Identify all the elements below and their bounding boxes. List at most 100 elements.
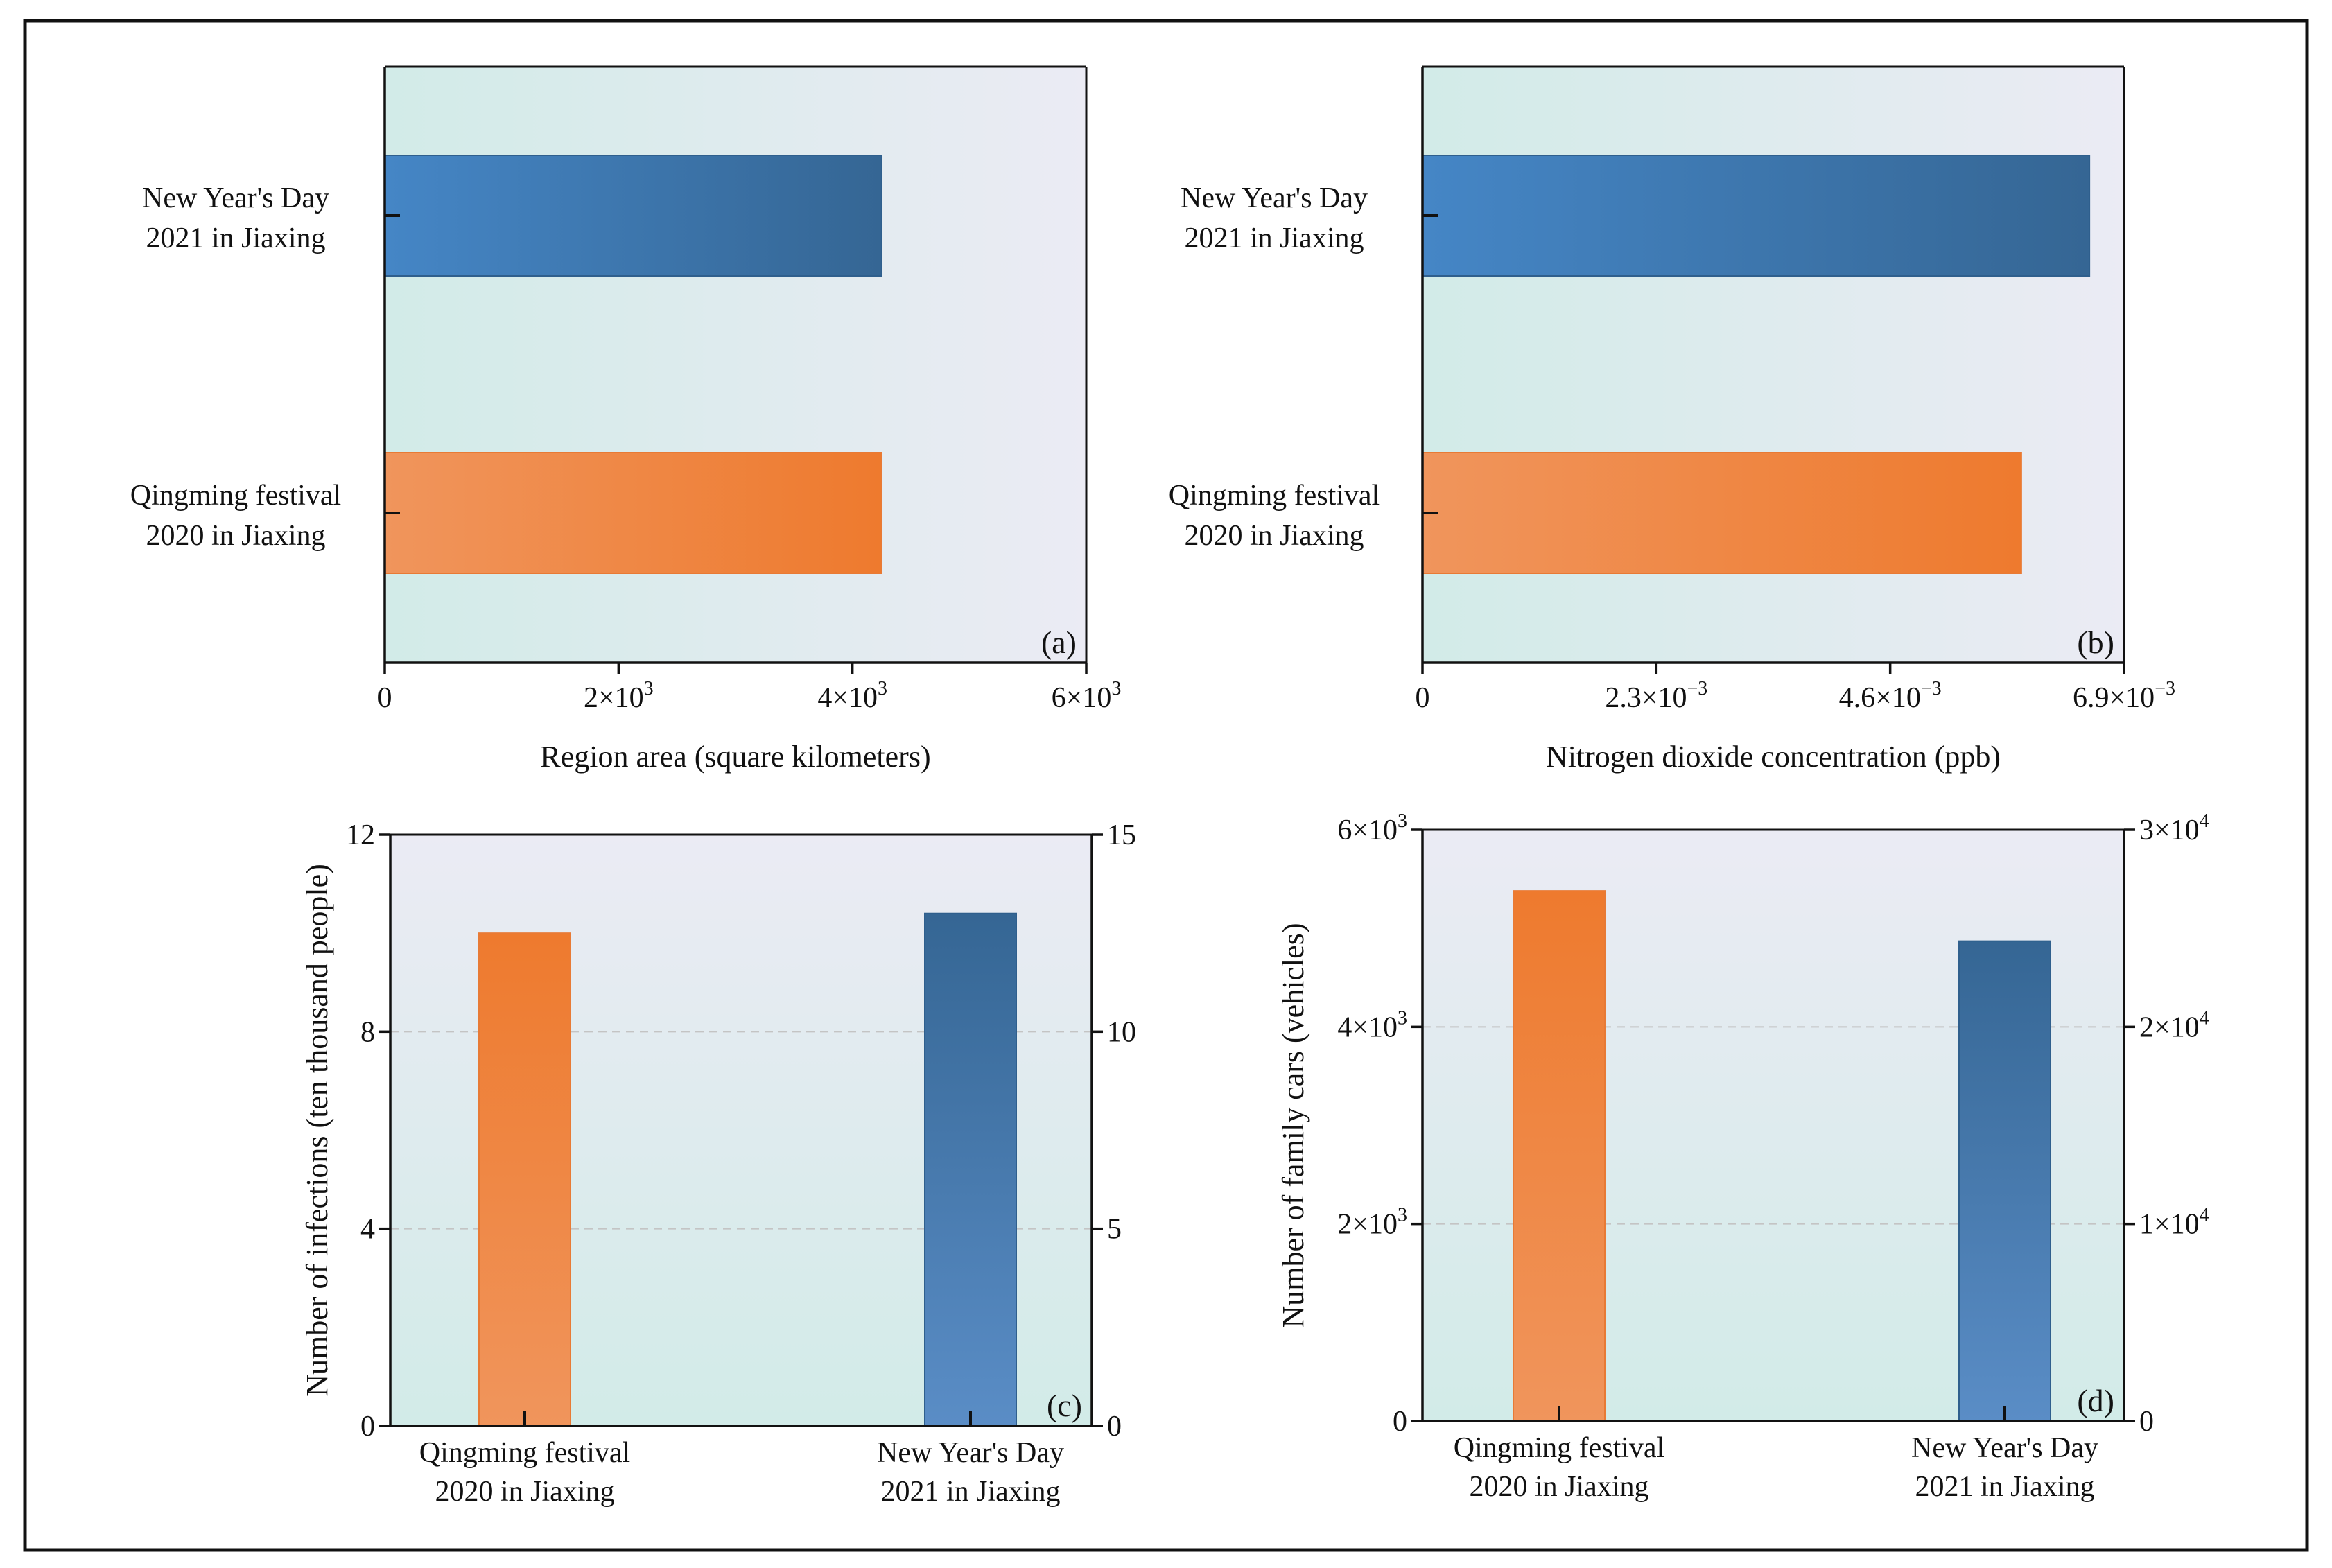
category-label: Qingming festival 2020 in Jiaxing	[419, 1437, 630, 1508]
x-tick-label: 0	[378, 682, 392, 714]
y-tick-label-right-base: 5	[1107, 1214, 1122, 1246]
bar-qingming-2020	[478, 932, 571, 1427]
x-tick-label-base: 0	[1416, 682, 1430, 714]
y-tick-label-left-base: 4×10	[1337, 1011, 1398, 1043]
x-axis-title: Nitrogen dioxide concentration (ppb)	[1546, 740, 2001, 774]
y-tick-label-left: 12	[346, 819, 375, 851]
category-label-line1: Qingming festival	[1454, 1432, 1664, 1464]
y-tick-label-left-exp: 3	[1398, 1205, 1407, 1226]
category-label-line1: Qingming festival	[130, 480, 341, 512]
y-tick-label-left-exp: 3	[1398, 1007, 1407, 1029]
bar-qingming-2020	[1513, 890, 1606, 1422]
x-tick-label-exp: −3	[1687, 678, 1708, 699]
category-label: New Year's Day 2021 in Jiaxing	[877, 1437, 1064, 1508]
y-tick-label-right-exp: 4	[2200, 1205, 2209, 1226]
bar-new-year-2021	[384, 155, 882, 277]
y-tick-label-left: 4	[360, 1214, 375, 1246]
category-label: New Year's Day 2021 in Jiaxing	[1911, 1432, 2098, 1503]
bar-new-year-2021	[924, 912, 1017, 1427]
y-tick-label-right-exp: 4	[2200, 1007, 2209, 1029]
x-tick-label-base: 2×10	[584, 682, 644, 714]
x-tick-label: 2×103	[584, 678, 654, 714]
panel-c: Qingming festival 2020 in Jiaxing New Year…	[300, 819, 1136, 1508]
category-label-line1: Qingming festival	[419, 1437, 630, 1469]
category-label-line2: 2021 in Jiaxing	[146, 223, 326, 254]
y-tick-label-left-base: 12	[346, 819, 375, 851]
x-tick-label: 2.3×10−3	[1605, 678, 1707, 714]
y-tick-label-left-base: 0	[360, 1411, 375, 1443]
panel-a: New Year's Day 2021 in Jiaxing Qingming fe…	[130, 65, 1122, 774]
x-tick-label-exp: −3	[2155, 678, 2175, 699]
y-tick-label-right-base: 15	[1107, 819, 1136, 851]
x-tick-label-exp: 3	[1111, 678, 1121, 699]
category-label: Qingming festival 2020 in Jiaxing	[1454, 1432, 1664, 1503]
y-tick-label-left-base: 6×10	[1337, 815, 1398, 846]
y-tick-label-right: 10	[1107, 1016, 1136, 1048]
x-tick-label: 6×103	[1052, 678, 1122, 714]
y-tick-label-left-base: 8	[360, 1016, 375, 1048]
x-tick-label-exp: −3	[1921, 678, 1942, 699]
category-label: New Year's Day 2021 in Jiaxing	[142, 182, 329, 254]
y-axis-title: Number of infections (ten thousand peopl…	[300, 864, 334, 1397]
bar-qingming-2020	[1422, 452, 2022, 574]
y-tick-label-right-exp: 4	[2200, 810, 2209, 832]
panel-label: (d)	[2077, 1383, 2114, 1418]
category-label-line2: 2021 in Jiaxing	[881, 1476, 1061, 1508]
panel-d: Qingming festival 2020 in Jiaxing New Year…	[1276, 810, 2209, 1503]
category-label-line2: 2020 in Jiaxing	[1185, 520, 1364, 552]
y-tick-label-left-base: 2×10	[1337, 1209, 1398, 1241]
x-tick-label: 6.9×10−3	[2073, 678, 2175, 714]
y-tick-label-right: 15	[1107, 819, 1136, 851]
y-tick-label-right: 2×104	[2139, 1007, 2209, 1043]
category-label-line2: 2021 in Jiaxing	[1185, 223, 1364, 254]
x-tick-label-base: 4×10	[817, 682, 878, 714]
x-axis-title: Region area (square kilometers)	[540, 740, 930, 774]
y-tick-label-left-base: 4	[360, 1214, 375, 1246]
y-tick-label-right-base: 1×10	[2139, 1209, 2200, 1241]
y-tick-label-right-base: 0	[1107, 1411, 1122, 1443]
y-tick-label-right-base: 3×10	[2139, 815, 2200, 846]
category-label-line2: 2020 in Jiaxing	[435, 1476, 615, 1508]
bar-new-year-2021	[1422, 155, 2091, 277]
category-label-line1: Qingming festival	[1169, 480, 1380, 512]
x-tick-label: 0	[1416, 682, 1430, 714]
y-tick-label-right: 0	[2139, 1406, 2154, 1438]
y-tick-label-left-base: 0	[1393, 1406, 1407, 1438]
category-label-line2: 2020 in Jiaxing	[1470, 1471, 1649, 1503]
y-tick-label-right: 5	[1107, 1214, 1122, 1246]
y-axis-title: Number of family cars (vehicles)	[1276, 923, 1310, 1328]
y-tick-label-right: 1×104	[2139, 1205, 2209, 1241]
category-label: Qingming festival 2020 in Jiaxing	[130, 480, 341, 552]
x-tick-label-base: 6×10	[1052, 682, 1112, 714]
bar-new-year-2021	[1958, 940, 2051, 1422]
x-tick-label-base: 0	[378, 682, 392, 714]
panel-label: (c)	[1047, 1388, 1082, 1423]
x-tick-label-base: 4.6×10	[1839, 682, 1921, 714]
y-tick-label-right: 0	[1107, 1411, 1122, 1443]
y-tick-label-left: 0	[360, 1411, 375, 1443]
bar-qingming-2020	[384, 452, 882, 574]
category-label-line1: New Year's Day	[1911, 1432, 2098, 1464]
y-tick-label-left: 4×103	[1337, 1007, 1407, 1043]
x-tick-label-base: 2.3×10	[1605, 682, 1687, 714]
y-tick-label-right: 3×104	[2139, 810, 2209, 846]
panel-b: New Year's Day 2021 in Jiaxing Qingming fe…	[1169, 65, 2175, 774]
x-tick-label: 4×103	[817, 678, 887, 714]
category-label: Qingming festival 2020 in Jiaxing	[1169, 480, 1380, 552]
x-tick-label-base: 6.9×10	[2073, 682, 2155, 714]
panel-label: (b)	[2077, 625, 2114, 660]
category-label-line2: 2020 in Jiaxing	[146, 520, 326, 552]
category-label: New Year's Day 2021 in Jiaxing	[1181, 182, 1368, 254]
x-tick-label-exp: 3	[878, 678, 887, 699]
y-tick-label-right-base: 2×10	[2139, 1011, 2200, 1043]
y-tick-label-left-exp: 3	[1398, 810, 1407, 832]
y-tick-label-right-base: 0	[2139, 1406, 2154, 1438]
category-label-line2: 2021 in Jiaxing	[1915, 1471, 2095, 1503]
y-tick-label-left: 0	[1393, 1406, 1407, 1438]
y-tick-label-right-base: 10	[1107, 1016, 1136, 1048]
x-tick-label: 4.6×10−3	[1839, 678, 1942, 714]
category-label-line1: New Year's Day	[142, 182, 329, 214]
category-label-line1: New Year's Day	[877, 1437, 1064, 1469]
y-tick-label-left: 6×103	[1337, 810, 1407, 846]
